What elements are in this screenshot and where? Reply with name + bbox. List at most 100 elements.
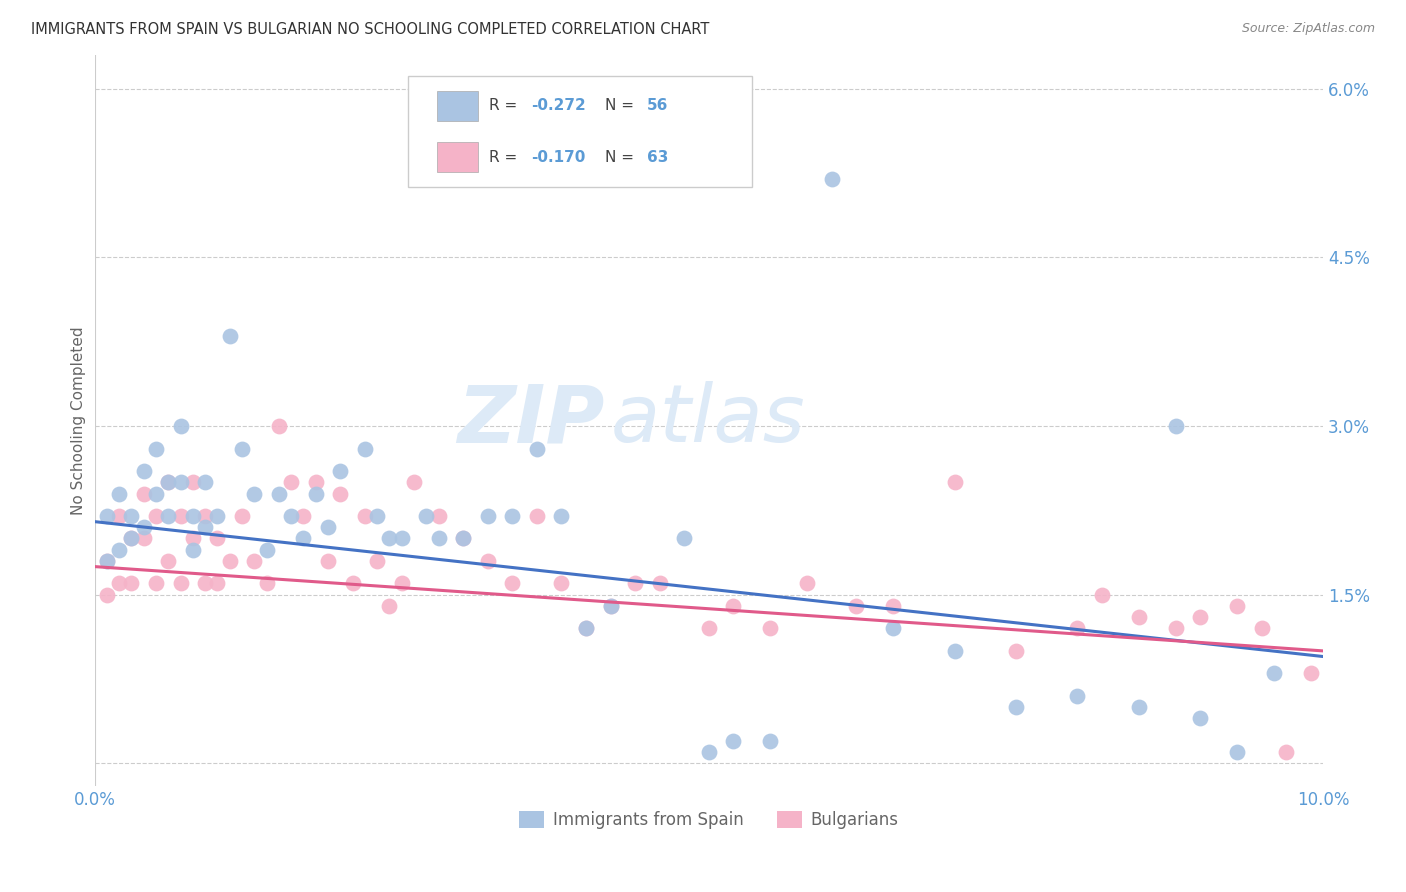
Point — [181, 532, 204, 546]
Point — [1005, 644, 1028, 658]
Point — [169, 508, 191, 523]
Text: R =: R = — [489, 150, 523, 165]
Point — [427, 508, 450, 523]
Point — [1189, 711, 1212, 725]
Point — [501, 508, 523, 523]
Point — [157, 508, 180, 523]
Point — [145, 576, 167, 591]
Point — [292, 532, 315, 546]
Text: atlas: atlas — [610, 382, 806, 459]
Point — [882, 599, 904, 613]
Point — [723, 734, 745, 748]
Point — [120, 508, 142, 523]
Point — [132, 464, 155, 478]
Point — [882, 622, 904, 636]
Point — [108, 486, 131, 500]
Point — [108, 508, 131, 523]
Point — [108, 542, 131, 557]
Point — [145, 508, 167, 523]
Point — [366, 508, 388, 523]
Point — [391, 532, 413, 546]
Point — [575, 622, 598, 636]
Point — [526, 508, 548, 523]
Point — [1226, 599, 1249, 613]
Legend: Immigrants from Spain, Bulgarians: Immigrants from Spain, Bulgarians — [513, 805, 905, 836]
Point — [1066, 622, 1088, 636]
Point — [292, 508, 315, 523]
Point — [169, 419, 191, 434]
Point — [1164, 622, 1187, 636]
Point — [415, 508, 437, 523]
Point — [550, 576, 572, 591]
Point — [181, 508, 204, 523]
Point — [305, 486, 328, 500]
Point — [648, 576, 671, 591]
Point — [697, 745, 720, 759]
Point — [132, 520, 155, 534]
Point — [194, 520, 217, 534]
Text: 63: 63 — [647, 150, 668, 165]
Point — [378, 532, 401, 546]
Point — [1091, 588, 1114, 602]
Point — [1066, 689, 1088, 703]
Text: N =: N = — [605, 98, 638, 113]
Point — [108, 576, 131, 591]
Point — [599, 599, 621, 613]
Point — [943, 475, 966, 490]
Text: R =: R = — [489, 98, 523, 113]
Point — [451, 532, 474, 546]
Point — [1226, 745, 1249, 759]
Point — [1299, 666, 1322, 681]
Point — [132, 486, 155, 500]
Point — [218, 554, 240, 568]
Point — [120, 576, 142, 591]
Point — [243, 554, 266, 568]
Point — [157, 475, 180, 490]
Point — [1275, 745, 1298, 759]
Point — [194, 576, 217, 591]
Point — [943, 644, 966, 658]
Point — [1250, 622, 1272, 636]
Point — [145, 486, 167, 500]
Point — [280, 508, 302, 523]
Point — [501, 576, 523, 591]
Point — [218, 329, 240, 343]
Point — [96, 508, 118, 523]
Point — [145, 442, 167, 456]
Point — [96, 588, 118, 602]
Point — [231, 508, 253, 523]
Point — [120, 532, 142, 546]
Point — [256, 542, 278, 557]
Text: -0.272: -0.272 — [531, 98, 586, 113]
Point — [280, 475, 302, 490]
Point — [329, 486, 352, 500]
Point — [477, 554, 499, 568]
Point — [451, 532, 474, 546]
Point — [845, 599, 868, 613]
Text: IMMIGRANTS FROM SPAIN VS BULGARIAN NO SCHOOLING COMPLETED CORRELATION CHART: IMMIGRANTS FROM SPAIN VS BULGARIAN NO SC… — [31, 22, 709, 37]
Point — [267, 419, 290, 434]
Point — [391, 576, 413, 591]
Point — [169, 475, 191, 490]
Point — [157, 554, 180, 568]
Point — [402, 475, 425, 490]
Point — [207, 508, 229, 523]
Point — [207, 576, 229, 591]
Point — [697, 622, 720, 636]
Point — [157, 475, 180, 490]
Y-axis label: No Schooling Completed: No Schooling Completed — [72, 326, 86, 515]
Point — [120, 532, 142, 546]
Point — [378, 599, 401, 613]
Point — [194, 508, 217, 523]
Point — [181, 542, 204, 557]
Text: 56: 56 — [647, 98, 668, 113]
Text: N =: N = — [605, 150, 638, 165]
Point — [526, 442, 548, 456]
Point — [796, 576, 818, 591]
Text: ZIP: ZIP — [457, 382, 605, 459]
Point — [575, 622, 598, 636]
Point — [305, 475, 328, 490]
Point — [366, 554, 388, 568]
Point — [316, 520, 339, 534]
Point — [821, 171, 844, 186]
